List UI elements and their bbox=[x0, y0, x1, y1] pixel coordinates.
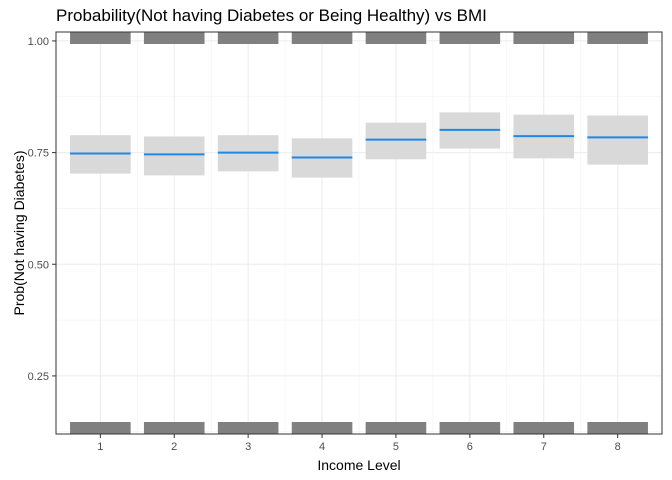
y-tick-label: 0.25 bbox=[28, 371, 49, 383]
rug-top bbox=[70, 32, 131, 44]
y-axis-title: Prob(Not having Diabetes) bbox=[11, 151, 27, 316]
x-axis-title: Income Level bbox=[317, 457, 400, 473]
grid-lines bbox=[56, 32, 662, 434]
x-tick-label: 2 bbox=[171, 441, 177, 453]
x-tick-label: 8 bbox=[615, 441, 621, 453]
x-tick-label: 7 bbox=[541, 441, 547, 453]
rug-bottom bbox=[587, 422, 648, 434]
confidence-band bbox=[143, 136, 205, 176]
rug-top bbox=[143, 32, 205, 44]
rug-bottom bbox=[217, 422, 279, 434]
rug-bottom bbox=[70, 422, 131, 434]
rug-bottom bbox=[439, 422, 501, 434]
y-tick-label: 0.50 bbox=[28, 259, 49, 271]
y-tick-label: 1.00 bbox=[28, 36, 49, 48]
rug-top bbox=[217, 32, 279, 44]
confidence-band bbox=[365, 122, 427, 160]
rug-marks bbox=[70, 32, 648, 434]
chart-title: Probability(Not having Diabetes or Being… bbox=[56, 6, 487, 25]
x-tick-label: 1 bbox=[97, 441, 103, 453]
estimate-lines bbox=[70, 128, 648, 159]
x-tick-label: 3 bbox=[245, 441, 251, 453]
y-tick-label: 0.75 bbox=[28, 148, 49, 160]
rug-bottom bbox=[291, 422, 353, 434]
rug-top bbox=[291, 32, 353, 44]
rug-bottom bbox=[513, 422, 575, 434]
confidence-band bbox=[587, 115, 648, 165]
rug-top bbox=[513, 32, 575, 44]
rug-top bbox=[587, 32, 648, 44]
rug-top bbox=[365, 32, 427, 44]
x-tick-label: 5 bbox=[393, 441, 399, 453]
rug-top bbox=[439, 32, 501, 44]
x-axis-ticks: 1 2 3 4 5 6 7 8 bbox=[97, 434, 621, 453]
panel-border bbox=[55, 31, 663, 435]
rug-bottom bbox=[143, 422, 205, 434]
x-tick-label: 4 bbox=[319, 441, 325, 453]
y-axis-ticks: 0.25 0.50 0.75 1.00 bbox=[28, 36, 56, 383]
x-tick-label: 6 bbox=[467, 441, 473, 453]
rug-bottom bbox=[365, 422, 427, 434]
